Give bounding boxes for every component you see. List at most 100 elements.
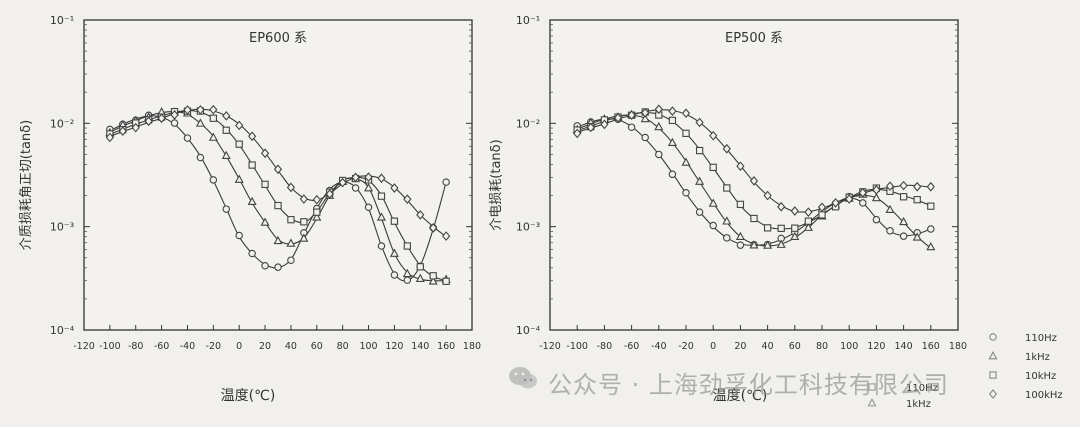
data-point-triangle	[722, 216, 732, 225]
data-point-circle	[248, 249, 256, 258]
chart-title: EP600 系	[249, 31, 307, 46]
x-tick-label: -40	[651, 341, 667, 352]
legend-marker-circle	[989, 333, 997, 341]
data-point-diamond	[777, 201, 786, 212]
data-point-square	[274, 201, 282, 210]
legend-ghost-label: 110Hz	[906, 383, 938, 394]
x-tick-label: 60	[789, 341, 801, 352]
x-tick-label: -20	[678, 341, 694, 352]
data-point-diamond	[325, 189, 334, 199]
data-point-circle	[442, 178, 450, 186]
data-point-triangle	[195, 118, 205, 127]
data-point-circle	[641, 133, 649, 142]
data-point-diamond	[804, 207, 813, 218]
data-point-circle	[695, 208, 704, 216]
data-point-circle	[872, 215, 881, 224]
data-point-triangle	[885, 204, 895, 214]
data-point-circle	[723, 234, 731, 242]
x-tick-label: 80	[816, 341, 828, 352]
legend-label: 100kHz	[1025, 390, 1063, 401]
data-point-diamond	[338, 177, 347, 188]
legend-label: 1kHz	[1025, 352, 1050, 363]
data-point-diamond	[144, 116, 153, 127]
y-tick-label: 10⁻¹	[50, 14, 74, 27]
data-point-square	[763, 224, 772, 232]
x-tick-label: -60	[624, 341, 640, 352]
legend-marker-triangle	[988, 351, 998, 360]
data-point-triangle	[260, 217, 270, 226]
data-point-diamond	[429, 223, 438, 233]
y-axis-label: 介质损耗角正切(tanδ)	[19, 120, 34, 250]
x-tick-label: 160	[922, 341, 940, 352]
data-point-diamond	[763, 190, 772, 201]
y-tick-label: 10⁻¹	[516, 14, 540, 27]
x-tick-label: 20	[734, 341, 746, 352]
x-tick-label: 140	[895, 341, 913, 352]
data-point-square	[222, 126, 230, 134]
x-tick-label: 0	[710, 341, 716, 352]
data-point-diamond	[299, 194, 308, 204]
data-point-diamond	[790, 206, 799, 216]
data-point-triangle	[364, 183, 374, 192]
watermark: 公众号 · 上海劲孚化工科技有限公司	[508, 365, 1068, 399]
data-point-circle	[668, 170, 677, 179]
x-tick-label: -100	[566, 341, 588, 352]
data-point-triangle	[640, 113, 650, 123]
x-tick-label: 40	[285, 341, 297, 352]
data-point-diamond	[157, 113, 166, 124]
x-tick-label: -80	[597, 341, 613, 352]
data-point-square	[403, 242, 411, 250]
data-point-square	[791, 224, 799, 232]
data-point-triangle	[415, 273, 425, 282]
data-point-diamond	[913, 181, 922, 192]
data-point-diamond	[654, 104, 663, 115]
data-point-triangle	[286, 238, 296, 247]
data-point-diamond	[845, 194, 854, 204]
data-point-circle	[709, 221, 717, 230]
data-point-diamond	[403, 194, 412, 204]
data-point-diamond	[196, 104, 205, 115]
x-tick-label: 0	[236, 341, 242, 352]
data-point-circle	[287, 256, 295, 264]
chart-title: EP500 系	[725, 31, 783, 46]
data-point-square	[390, 217, 399, 225]
y-axis-label: 介电损耗(tanδ)	[489, 139, 504, 230]
data-point-square	[313, 208, 321, 216]
data-point-diamond	[749, 176, 759, 186]
data-point-triangle	[376, 212, 386, 221]
data-point-diamond	[118, 126, 127, 136]
data-point-triangle	[654, 121, 664, 131]
data-point-triangle	[803, 222, 813, 231]
x-tick-label: -100	[99, 341, 121, 352]
y-tick-label: 10⁻⁴	[516, 324, 541, 337]
data-point-diamond	[273, 164, 283, 175]
data-point-diamond	[641, 107, 650, 118]
data-point-triangle	[389, 248, 399, 257]
data-point-circle	[886, 227, 894, 235]
x-tick-label: 100	[359, 341, 377, 352]
data-point-diamond	[260, 148, 270, 159]
data-point-triangle	[234, 174, 244, 183]
data-point-diamond	[736, 161, 745, 172]
data-point-diamond	[131, 122, 140, 133]
x-tick-label: 120	[385, 341, 403, 352]
data-point-square	[709, 163, 717, 172]
data-point-square	[261, 180, 269, 188]
x-tick-label: -120	[539, 341, 561, 352]
data-point-triangle	[899, 216, 909, 226]
data-point-circle	[736, 241, 745, 249]
data-point-diamond	[442, 231, 451, 241]
data-point-circle	[859, 199, 867, 207]
x-tick-label: 120	[867, 341, 885, 352]
data-point-circle	[274, 263, 282, 271]
data-point-square	[750, 214, 758, 223]
data-point-circle	[183, 134, 192, 142]
y-tick-label: 10⁻⁴	[50, 324, 75, 337]
x-tick-label: 20	[259, 341, 271, 352]
x-tick-label: 180	[463, 341, 481, 352]
data-point-square	[777, 224, 785, 233]
data-point-triangle	[695, 176, 705, 185]
x-axis-label: 温度(℃)	[221, 388, 276, 404]
